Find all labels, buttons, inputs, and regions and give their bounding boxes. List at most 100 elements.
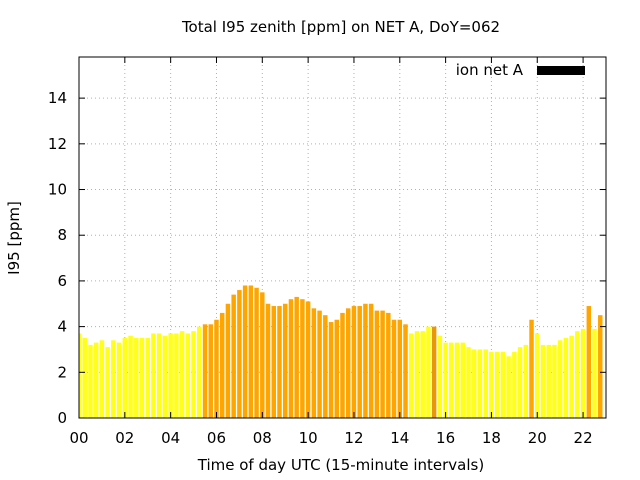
chart-title: Total I95 zenith [ppm] on NET A, DoY=062: [181, 18, 500, 36]
bar: [598, 315, 603, 418]
bar: [151, 333, 156, 418]
x-tick-label: 20: [528, 429, 547, 447]
bar: [323, 315, 328, 418]
bar: [208, 324, 213, 418]
bar: [489, 351, 494, 418]
bar: [328, 322, 334, 418]
y-tick-label: 4: [57, 318, 67, 336]
bar: [546, 344, 551, 418]
bar: [271, 306, 276, 418]
bar: [449, 342, 454, 418]
bar: [79, 333, 82, 418]
bar: [500, 351, 506, 418]
bar: [540, 344, 546, 418]
bar: [535, 333, 540, 418]
bar: [512, 351, 517, 418]
bar: [426, 326, 431, 418]
bar: [134, 338, 139, 418]
axis-ticks: [78, 57, 606, 419]
bar: [386, 312, 391, 418]
bar: [156, 333, 162, 418]
x-tick-label: 08: [253, 429, 272, 447]
bar: [586, 306, 592, 418]
bar: [477, 349, 483, 418]
bar: [311, 308, 317, 418]
bar: [431, 326, 437, 418]
legend-swatch: [537, 66, 585, 75]
bar: [357, 306, 362, 418]
bar: [260, 292, 265, 418]
bar: [219, 312, 225, 418]
bar: [569, 335, 574, 418]
bar: [300, 299, 305, 418]
bar: [460, 342, 466, 418]
bar: [575, 331, 580, 418]
bar: [368, 303, 374, 418]
plot-frame: [78, 56, 607, 419]
y-tick-label: 6: [57, 272, 67, 290]
bar: [282, 303, 288, 418]
x-axis-label: Time of day UTC (15-minute intervals): [197, 456, 484, 474]
bar: [128, 335, 133, 418]
bar: [580, 328, 586, 418]
bar: [351, 306, 357, 418]
bar: [334, 319, 340, 418]
bar: [202, 324, 208, 418]
bar: [214, 319, 219, 418]
x-tick-label: 02: [115, 429, 134, 447]
bar: [517, 347, 523, 418]
bar: [363, 303, 368, 418]
bar: [552, 344, 557, 418]
bar: [162, 335, 168, 418]
bar: [116, 342, 122, 418]
bar: [185, 333, 191, 418]
bar: [168, 333, 173, 418]
x-tick-label: 04: [161, 429, 180, 447]
bar: [454, 342, 460, 418]
x-tick-label: 16: [436, 429, 455, 447]
bar: [294, 296, 299, 418]
x-tick-labels: 00 02 04 06 08 10 12 14 16 18 20 22: [69, 429, 592, 447]
bar: [197, 326, 202, 418]
bar: [237, 290, 242, 418]
bar: [277, 306, 282, 418]
bar: [494, 351, 500, 418]
y-axis-label: I95 [ppm]: [5, 201, 23, 275]
bar: [523, 344, 529, 418]
bar: [437, 335, 443, 418]
bar: [340, 312, 345, 418]
y-tick-labels: 0 2 4 6 8 10 12 14: [48, 89, 67, 427]
bar: [82, 338, 87, 418]
bar: [122, 338, 128, 418]
bar: [414, 331, 420, 418]
x-tick-label: 00: [69, 429, 88, 447]
y-tick-label: 0: [57, 409, 67, 427]
y-tick-label: 10: [48, 181, 67, 199]
bar: [305, 301, 311, 418]
x-tick-label: 22: [574, 429, 593, 447]
bar: [254, 287, 259, 418]
y-tick-label: 14: [48, 89, 67, 107]
bar: [105, 347, 110, 418]
bar: [231, 294, 236, 418]
legend-label: ion net A: [456, 61, 524, 79]
bar: [592, 328, 597, 418]
x-tick-label: 12: [344, 429, 363, 447]
bar: [409, 333, 414, 418]
x-tick-label: 10: [299, 429, 318, 447]
bar: [391, 319, 397, 418]
bar: [506, 356, 511, 418]
bar: [93, 342, 99, 418]
bar: [472, 349, 477, 418]
bar: [563, 338, 569, 418]
bar: [317, 310, 322, 418]
bar: [483, 349, 488, 418]
x-tick-label: 06: [207, 429, 226, 447]
bar: [248, 285, 254, 418]
x-tick-label: 14: [390, 429, 409, 447]
bar-series: [79, 285, 603, 418]
bar: [225, 303, 231, 418]
bar: [529, 319, 534, 418]
bar: [111, 340, 116, 418]
bar: [179, 331, 185, 418]
